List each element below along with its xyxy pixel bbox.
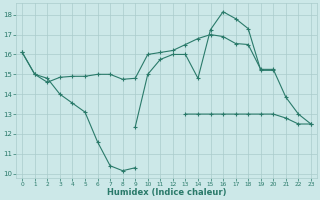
X-axis label: Humidex (Indice chaleur): Humidex (Indice chaleur) <box>107 188 226 197</box>
